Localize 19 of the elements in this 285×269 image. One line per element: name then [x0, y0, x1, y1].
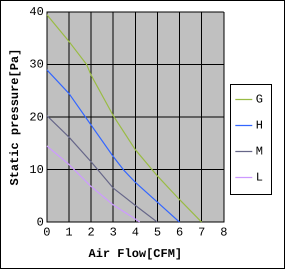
x-tick-label: 1	[65, 226, 73, 240]
x-tick-label: 7	[198, 226, 206, 240]
legend-label: M	[256, 144, 263, 159]
x-tick-label: 5	[154, 226, 162, 240]
legend-label: L	[256, 170, 263, 185]
legend-label: H	[256, 118, 263, 133]
x-tick-label: 3	[110, 226, 117, 240]
y-tick-label: 10	[29, 162, 44, 177]
x-tick-label: 8	[220, 226, 228, 240]
y-tick-label: 30	[29, 58, 44, 72]
x-tick-label: 4	[132, 226, 139, 240]
y-axis-title: Static pressure[Pa]	[8, 48, 22, 186]
x-tick-label: 6	[176, 226, 184, 240]
x-axis-title: Air Flow[CFM]	[88, 246, 182, 261]
y-tick-label: 20	[29, 110, 44, 124]
y-tick-label: 0	[36, 215, 44, 230]
legend-label: G	[256, 92, 263, 107]
x-tick-label: 2	[87, 226, 95, 240]
y-tick-label: 40	[29, 5, 44, 20]
